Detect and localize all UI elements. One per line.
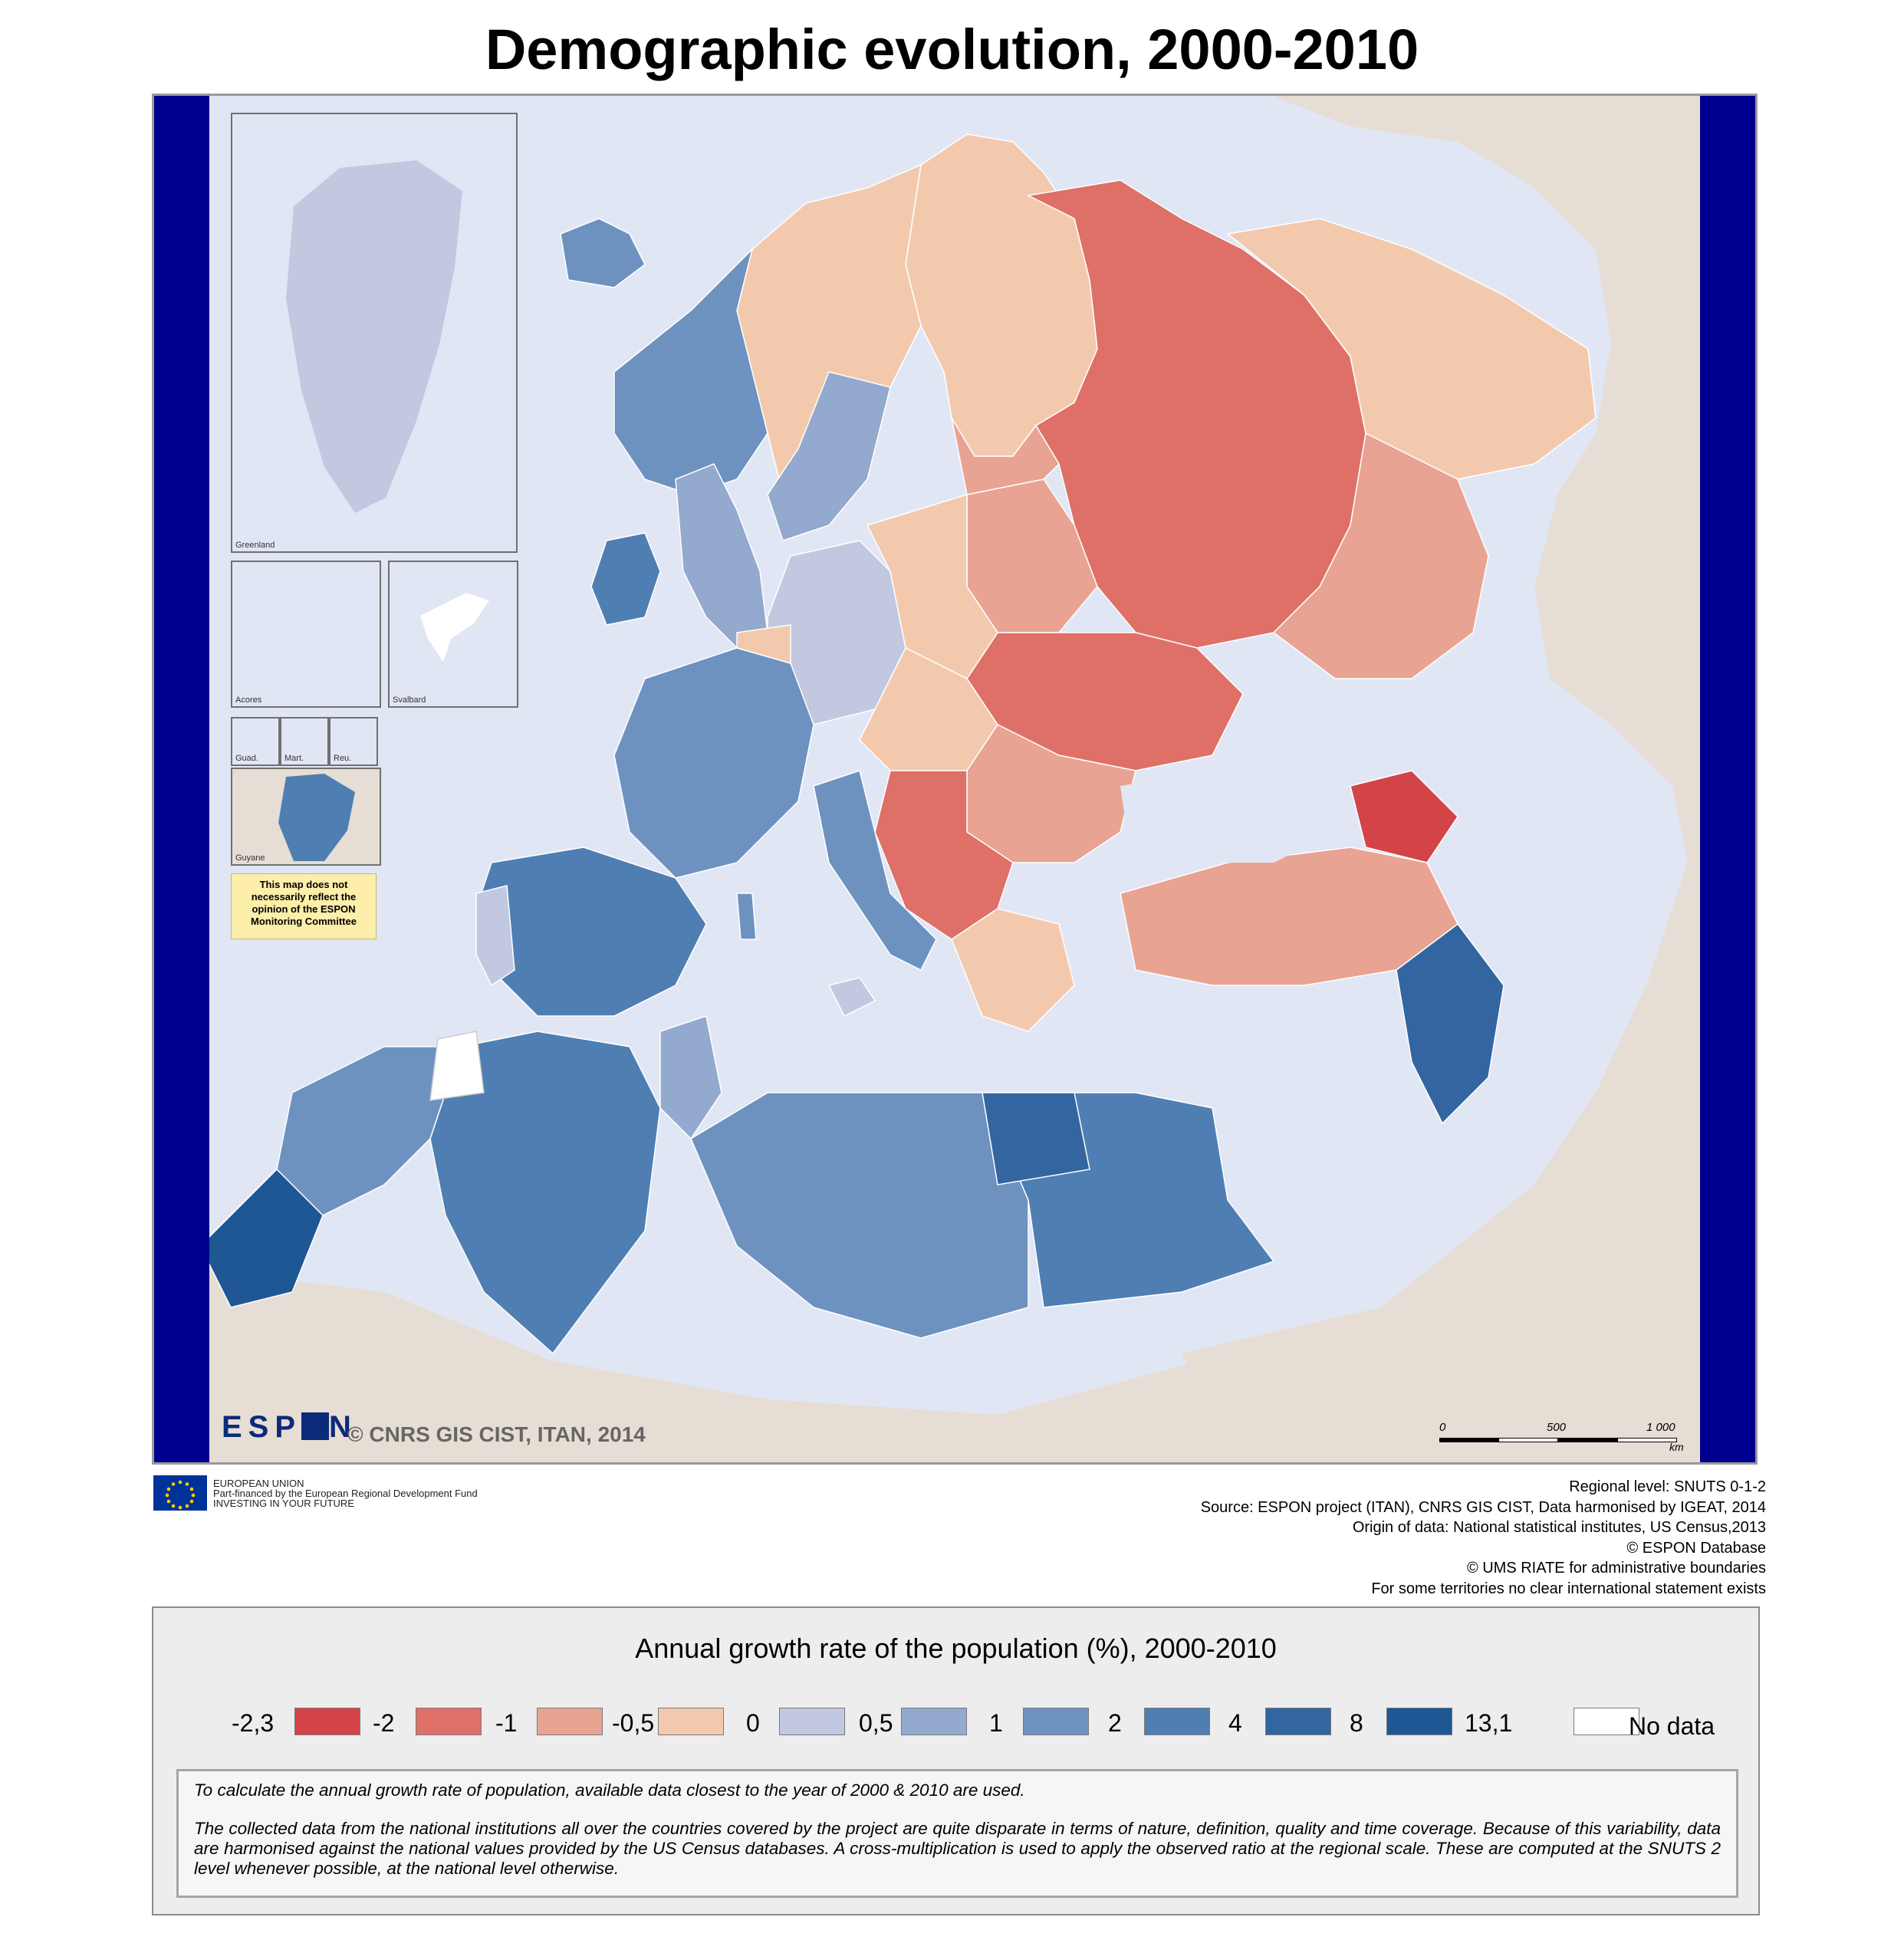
legend-swatch bbox=[416, 1708, 482, 1735]
source-line: © UMS RIATE for administrative boundarie… bbox=[1466, 1560, 1766, 1577]
inset-label-acores: Acores bbox=[235, 695, 262, 705]
land-south bbox=[200, 1269, 1258, 1462]
source-line: © ESPON Database bbox=[1626, 1539, 1766, 1557]
legend-no-data-label: No data bbox=[1629, 1712, 1715, 1740]
greenland-shape bbox=[286, 160, 462, 513]
region-levant bbox=[1396, 922, 1504, 1125]
legend-row: -2,3 -2 -1 -0,5 0 0,5 1 2 4 8 13,1 No da… bbox=[153, 1708, 1758, 1740]
inset-greenland: Greenland bbox=[231, 113, 518, 553]
scale-bar: 0 500 1 000 km bbox=[1439, 1421, 1684, 1453]
region-benelux bbox=[736, 624, 791, 664]
scale-max: 1 000 bbox=[1646, 1421, 1675, 1434]
region-egypt-delta bbox=[982, 1092, 1090, 1185]
legend-break: -1 bbox=[495, 1709, 518, 1737]
region-baltics bbox=[951, 417, 1060, 495]
inset-svalbard: Svalbard bbox=[388, 561, 518, 708]
region-russia-ural bbox=[1226, 218, 1597, 480]
legend-break: 13,1 bbox=[1465, 1709, 1513, 1737]
region-greece bbox=[951, 908, 1075, 1032]
region-italy bbox=[813, 770, 937, 972]
region-sardinia bbox=[736, 893, 757, 940]
legend: Annual growth rate of the population (%)… bbox=[152, 1606, 1760, 1915]
source-block: Regional level: SNUTS 0-1-2 Source: ESPO… bbox=[1201, 1477, 1766, 1599]
map-frame: Greenland Acores Svalbard Guad. Mart. Re… bbox=[152, 94, 1758, 1465]
espon-logo: ESP N bbox=[222, 1410, 357, 1444]
inset-label-svalbard: Svalbard bbox=[393, 695, 426, 705]
region-sicily bbox=[827, 977, 876, 1018]
method-note-line2: The collected data from the national ins… bbox=[194, 1819, 1721, 1878]
svalbard-shape bbox=[420, 593, 489, 662]
guyane-shape bbox=[232, 769, 380, 864]
source-line: Regional level: SNUTS 0-1-2 bbox=[1569, 1478, 1766, 1495]
legend-break: -0,5 bbox=[612, 1709, 655, 1737]
legend-swatch bbox=[1023, 1708, 1089, 1735]
inset-label-guadeloupe: Guad. bbox=[235, 754, 258, 763]
legend-break: 4 bbox=[1228, 1709, 1242, 1737]
copyright: © CNRS GIS CIST, ITAN, 2014 bbox=[347, 1422, 646, 1446]
legend-swatch bbox=[537, 1708, 603, 1735]
region-no-data-morocco bbox=[429, 1031, 485, 1101]
region-russia-volga bbox=[1272, 432, 1489, 679]
legend-break: 1 bbox=[989, 1709, 1003, 1737]
legend-break: 2 bbox=[1108, 1709, 1122, 1737]
legend-title: Annual growth rate of the population (%)… bbox=[635, 1633, 1277, 1664]
legend-swatch bbox=[1265, 1708, 1331, 1735]
inset-guyane: Guyane bbox=[231, 768, 381, 866]
legend-break: -2 bbox=[373, 1709, 395, 1737]
eu-line2: Part-financed by the European Regional D… bbox=[213, 1487, 478, 1499]
black-sea bbox=[1120, 771, 1335, 863]
source-line: Source: ESPON project (ITAN), CNRS GIS C… bbox=[1200, 1498, 1766, 1516]
region-poland bbox=[866, 493, 998, 679]
legend-break: -2,3 bbox=[232, 1709, 275, 1737]
inset-acores: Acores bbox=[231, 561, 381, 708]
legend-swatch bbox=[294, 1708, 360, 1735]
eu-line1: EUROPEAN UNION bbox=[213, 1477, 304, 1489]
eu-line3: INVESTING IN YOUR FUTURE bbox=[213, 1497, 354, 1509]
espon-logo-o-icon bbox=[301, 1412, 330, 1440]
scale-unit: km bbox=[1669, 1441, 1684, 1453]
disclaimer-note: This map does not necessarily reflect th… bbox=[231, 873, 377, 939]
method-note-line1: To calculate the annual growth rate of p… bbox=[194, 1781, 1025, 1800]
land-east bbox=[1182, 96, 1755, 1462]
inset-label-greenland: Greenland bbox=[235, 541, 275, 550]
eu-flag-icon bbox=[153, 1475, 207, 1511]
frame-band-left bbox=[154, 96, 209, 1462]
legend-break: 0,5 bbox=[859, 1709, 893, 1737]
inset-label-martinique: Mart. bbox=[284, 754, 304, 763]
map-canvas bbox=[154, 96, 1755, 1462]
source-line: For some territories no clear internatio… bbox=[1371, 1580, 1766, 1597]
scale-zero: 0 bbox=[1439, 1421, 1446, 1434]
inset-label-reunion: Reu. bbox=[334, 754, 352, 763]
inset-guadeloupe: Guad. bbox=[231, 717, 280, 766]
legend-swatch bbox=[779, 1708, 845, 1735]
scale-mid: 500 bbox=[1547, 1421, 1567, 1434]
region-portugal bbox=[475, 885, 515, 987]
legend-swatch bbox=[901, 1708, 967, 1735]
region-iceland bbox=[560, 218, 646, 288]
region-ireland bbox=[590, 532, 661, 626]
eu-logo: EUROPEAN UNION Part-financed by the Euro… bbox=[153, 1475, 478, 1511]
legend-break: 0 bbox=[746, 1709, 760, 1737]
inset-reunion: Reu. bbox=[329, 717, 378, 766]
region-norway bbox=[613, 247, 768, 495]
method-note: To calculate the annual growth rate of p… bbox=[176, 1769, 1738, 1898]
region-tunisia bbox=[659, 1015, 722, 1140]
legend-swatch bbox=[1386, 1708, 1452, 1735]
legend-swatch-no-data bbox=[1574, 1708, 1639, 1735]
map-title: Demographic evolution, 2000-2010 bbox=[485, 18, 1419, 81]
region-western-sahara bbox=[199, 1168, 324, 1308]
source-line: Origin of data: National statistical ins… bbox=[1352, 1519, 1766, 1536]
legend-swatch bbox=[1144, 1708, 1210, 1735]
frame-band-right bbox=[1700, 96, 1755, 1462]
region-caucasus bbox=[1350, 770, 1458, 863]
legend-break: 8 bbox=[1350, 1709, 1363, 1737]
inset-martinique: Mart. bbox=[280, 717, 329, 766]
region-south-sweden bbox=[767, 371, 891, 541]
inset-label-guyane: Guyane bbox=[235, 853, 265, 863]
region-libya bbox=[690, 1092, 1029, 1339]
region-algeria bbox=[429, 1031, 661, 1355]
legend-swatch bbox=[658, 1708, 724, 1735]
